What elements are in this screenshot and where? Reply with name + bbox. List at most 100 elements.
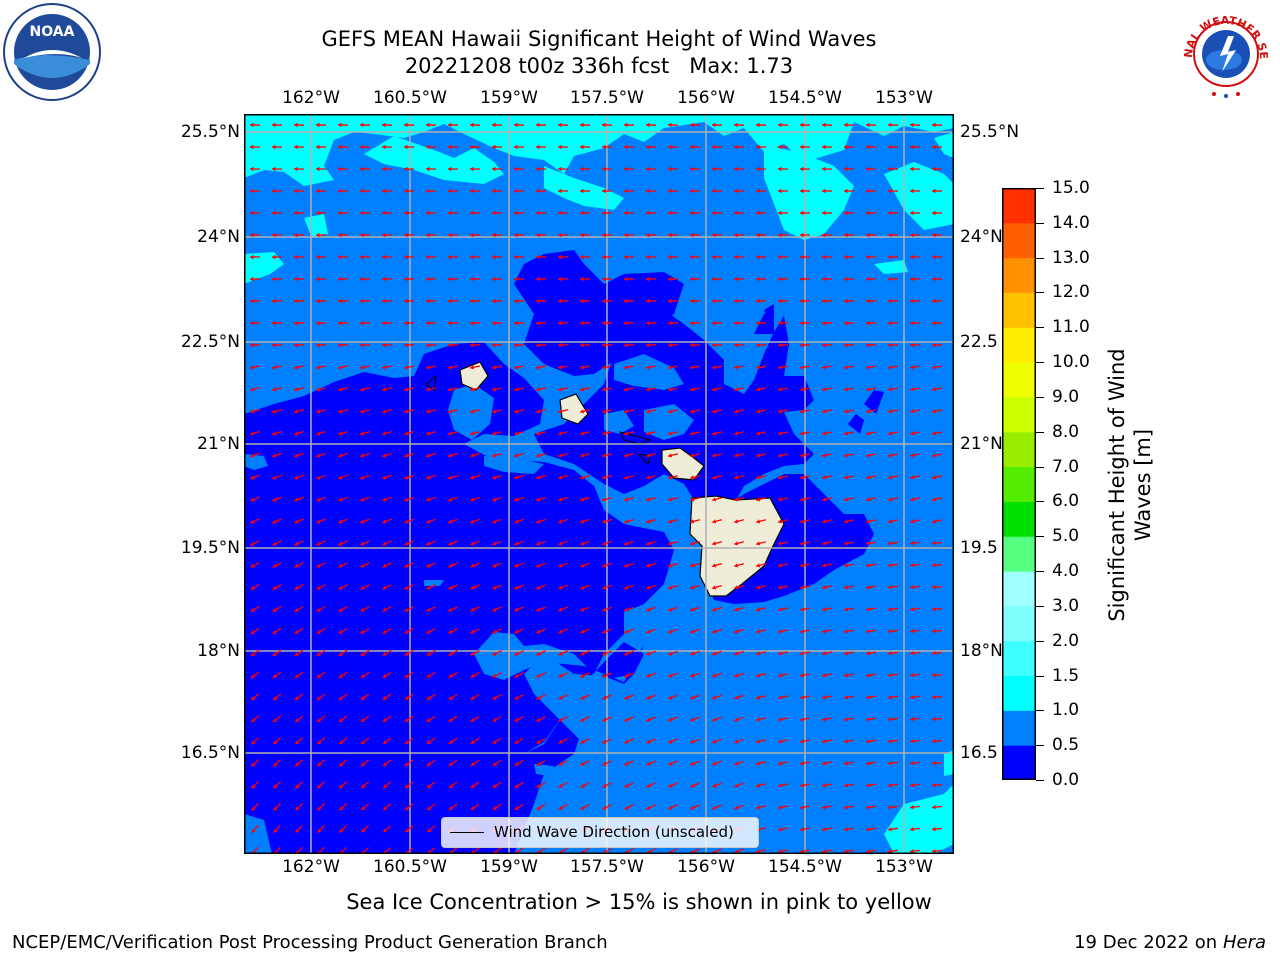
wave-direction-arrowhead [932,783,936,788]
wave-direction-arrowhead [932,805,936,810]
wave-direction-arrowhead [668,805,673,810]
wave-direction-arrowhead [756,761,761,766]
wave-direction-arrowhead [492,188,496,194]
wave-direction-arrowhead [624,519,629,524]
wave-direction-arrowhead [602,475,607,480]
wave-direction-arrowhead [448,695,453,700]
wave-direction-arrowhead [800,827,804,832]
wave-direction-arrowhead [778,739,782,744]
wave-direction-arrowhead [800,585,804,590]
wave-direction-arrowhead [514,276,518,282]
wave-direction-arrowhead [382,144,386,150]
wave-direction-arrowhead [360,563,365,568]
colorbar-tick-label: 14.0 [1052,212,1090,233]
wave-direction-arrowhead [668,563,673,568]
wave-direction-arrowhead [514,695,519,700]
wave-direction-arrowhead [426,122,430,128]
wave-direction-arrowhead [866,717,870,722]
wave-direction-arrowhead [822,783,826,788]
wave-direction-arrowhead [910,629,914,634]
wave-direction-arrowhead [536,629,541,634]
wave-direction-arrowhead [250,144,254,150]
wave-direction-arrowhead [690,651,695,656]
wave-direction-arrowhead [558,122,562,128]
wave-direction-arrowhead [800,431,804,436]
wave-direction-arrowhead [272,541,277,546]
wave-direction-arrowhead [756,849,761,854]
wave-direction-arrowhead [910,607,914,612]
wave-direction-arrowhead [756,166,760,172]
wave-direction-arrowhead [690,629,695,634]
wave-direction-arrowhead [580,232,584,238]
wave-direction-arrowhead [536,475,541,480]
wave-direction-arrowhead [756,409,760,414]
wave-direction-arrowhead [778,519,783,524]
wave-direction-arrowhead [822,232,826,238]
colorbar-tick-label: 13.0 [1052,247,1090,268]
wave-direction-arrowhead [866,409,870,414]
wave-direction-arrowhead [866,563,870,568]
wave-direction-arrowhead [932,232,936,238]
wave-direction-arrowhead [844,210,848,216]
wave-direction-arrowhead [800,387,804,392]
wave-direction-arrowhead [646,717,651,722]
wave-direction-arrowhead [690,365,694,370]
wave-direction-arrowhead [932,342,936,348]
wave-direction-arrowhead [338,232,342,238]
wave-direction-arrowhead [910,673,914,678]
colorbar-segment [1002,188,1036,224]
wave-direction-arrowhead [602,651,607,656]
wave-direction-arrowhead [712,717,717,722]
wave-direction-arrowhead [932,409,936,414]
wave-direction-arrowhead [558,651,563,656]
wave-direction-arrowhead [470,365,474,370]
wave-direction-arrowhead [382,122,386,128]
wave-direction-arrowhead [822,563,826,568]
wave-direction-arrowhead [668,541,673,546]
wave-direction-arrowhead [800,739,804,744]
wave-direction-arrowhead [250,166,254,172]
wave-direction-arrowhead [514,563,519,568]
wave-direction-arrowhead [932,497,936,502]
wave-direction-arrowhead [800,342,804,348]
wave-direction-arrowhead [712,232,716,238]
wave-direction-arrowhead [712,342,716,348]
credit-branch: NCEP/EMC/Verification Post Processing Pr… [12,932,608,953]
wave-direction-arrowhead [580,475,585,480]
lat-label-right: 18°N [960,641,1003,661]
wave-direction-arrowhead [778,298,782,304]
wave-direction-arrowhead [360,607,365,612]
wave-direction-arrowhead [470,387,474,392]
wave-direction-arrowhead [888,497,892,502]
wave-direction-arrowhead [272,320,276,326]
wave-direction-arrowhead [360,144,364,150]
wave-direction-arrowhead [734,585,739,590]
wave-direction-arrowhead [910,783,914,788]
wave-direction-arrowhead [492,497,497,502]
wave-direction-arrowhead [888,409,892,414]
wave-direction-arrowhead [756,673,761,678]
wave-direction-arrowhead [316,210,320,216]
wave-direction-arrowhead [866,210,870,216]
wave-direction-arrowhead [602,122,606,128]
wave-direction-arrowhead [866,298,870,304]
wave-direction-arrowhead [690,342,694,348]
wave-direction-arrowhead [514,717,519,722]
wave-direction-arrowhead [888,651,892,656]
wave-direction-arrowhead [734,144,738,150]
wave-direction-arrowhead [888,453,892,458]
wave-direction-arrowhead [294,652,299,656]
wave-direction-arrowhead [668,365,672,370]
wave-direction-arrowhead [910,585,914,590]
wave-direction-arrowhead [470,409,475,414]
colorbar-segment [1002,292,1036,328]
wave-direction-arrowhead [800,541,804,546]
wave-direction-arrowhead [470,276,474,282]
wave-direction-arrowhead [932,166,936,172]
wave-direction-arrowhead [602,298,606,304]
wave-direction-arrowhead [272,652,277,656]
wave-direction-arrowhead [888,276,892,282]
wave-direction-arrowhead [866,673,870,678]
wave-direction-arrowhead [470,585,475,590]
wave-direction-arrowhead [316,497,321,502]
